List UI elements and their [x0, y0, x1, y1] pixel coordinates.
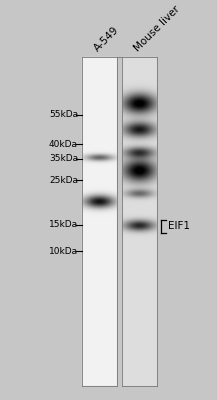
Text: 25kDa: 25kDa: [49, 176, 78, 185]
Text: A-549: A-549: [92, 24, 121, 53]
Text: 35kDa: 35kDa: [49, 154, 78, 164]
Text: EIF1: EIF1: [168, 222, 190, 232]
Text: 55kDa: 55kDa: [49, 110, 78, 119]
Text: 15kDa: 15kDa: [49, 220, 78, 229]
Text: Mouse liver: Mouse liver: [132, 4, 182, 53]
Text: 10kDa: 10kDa: [49, 247, 78, 256]
Text: 40kDa: 40kDa: [49, 140, 78, 149]
